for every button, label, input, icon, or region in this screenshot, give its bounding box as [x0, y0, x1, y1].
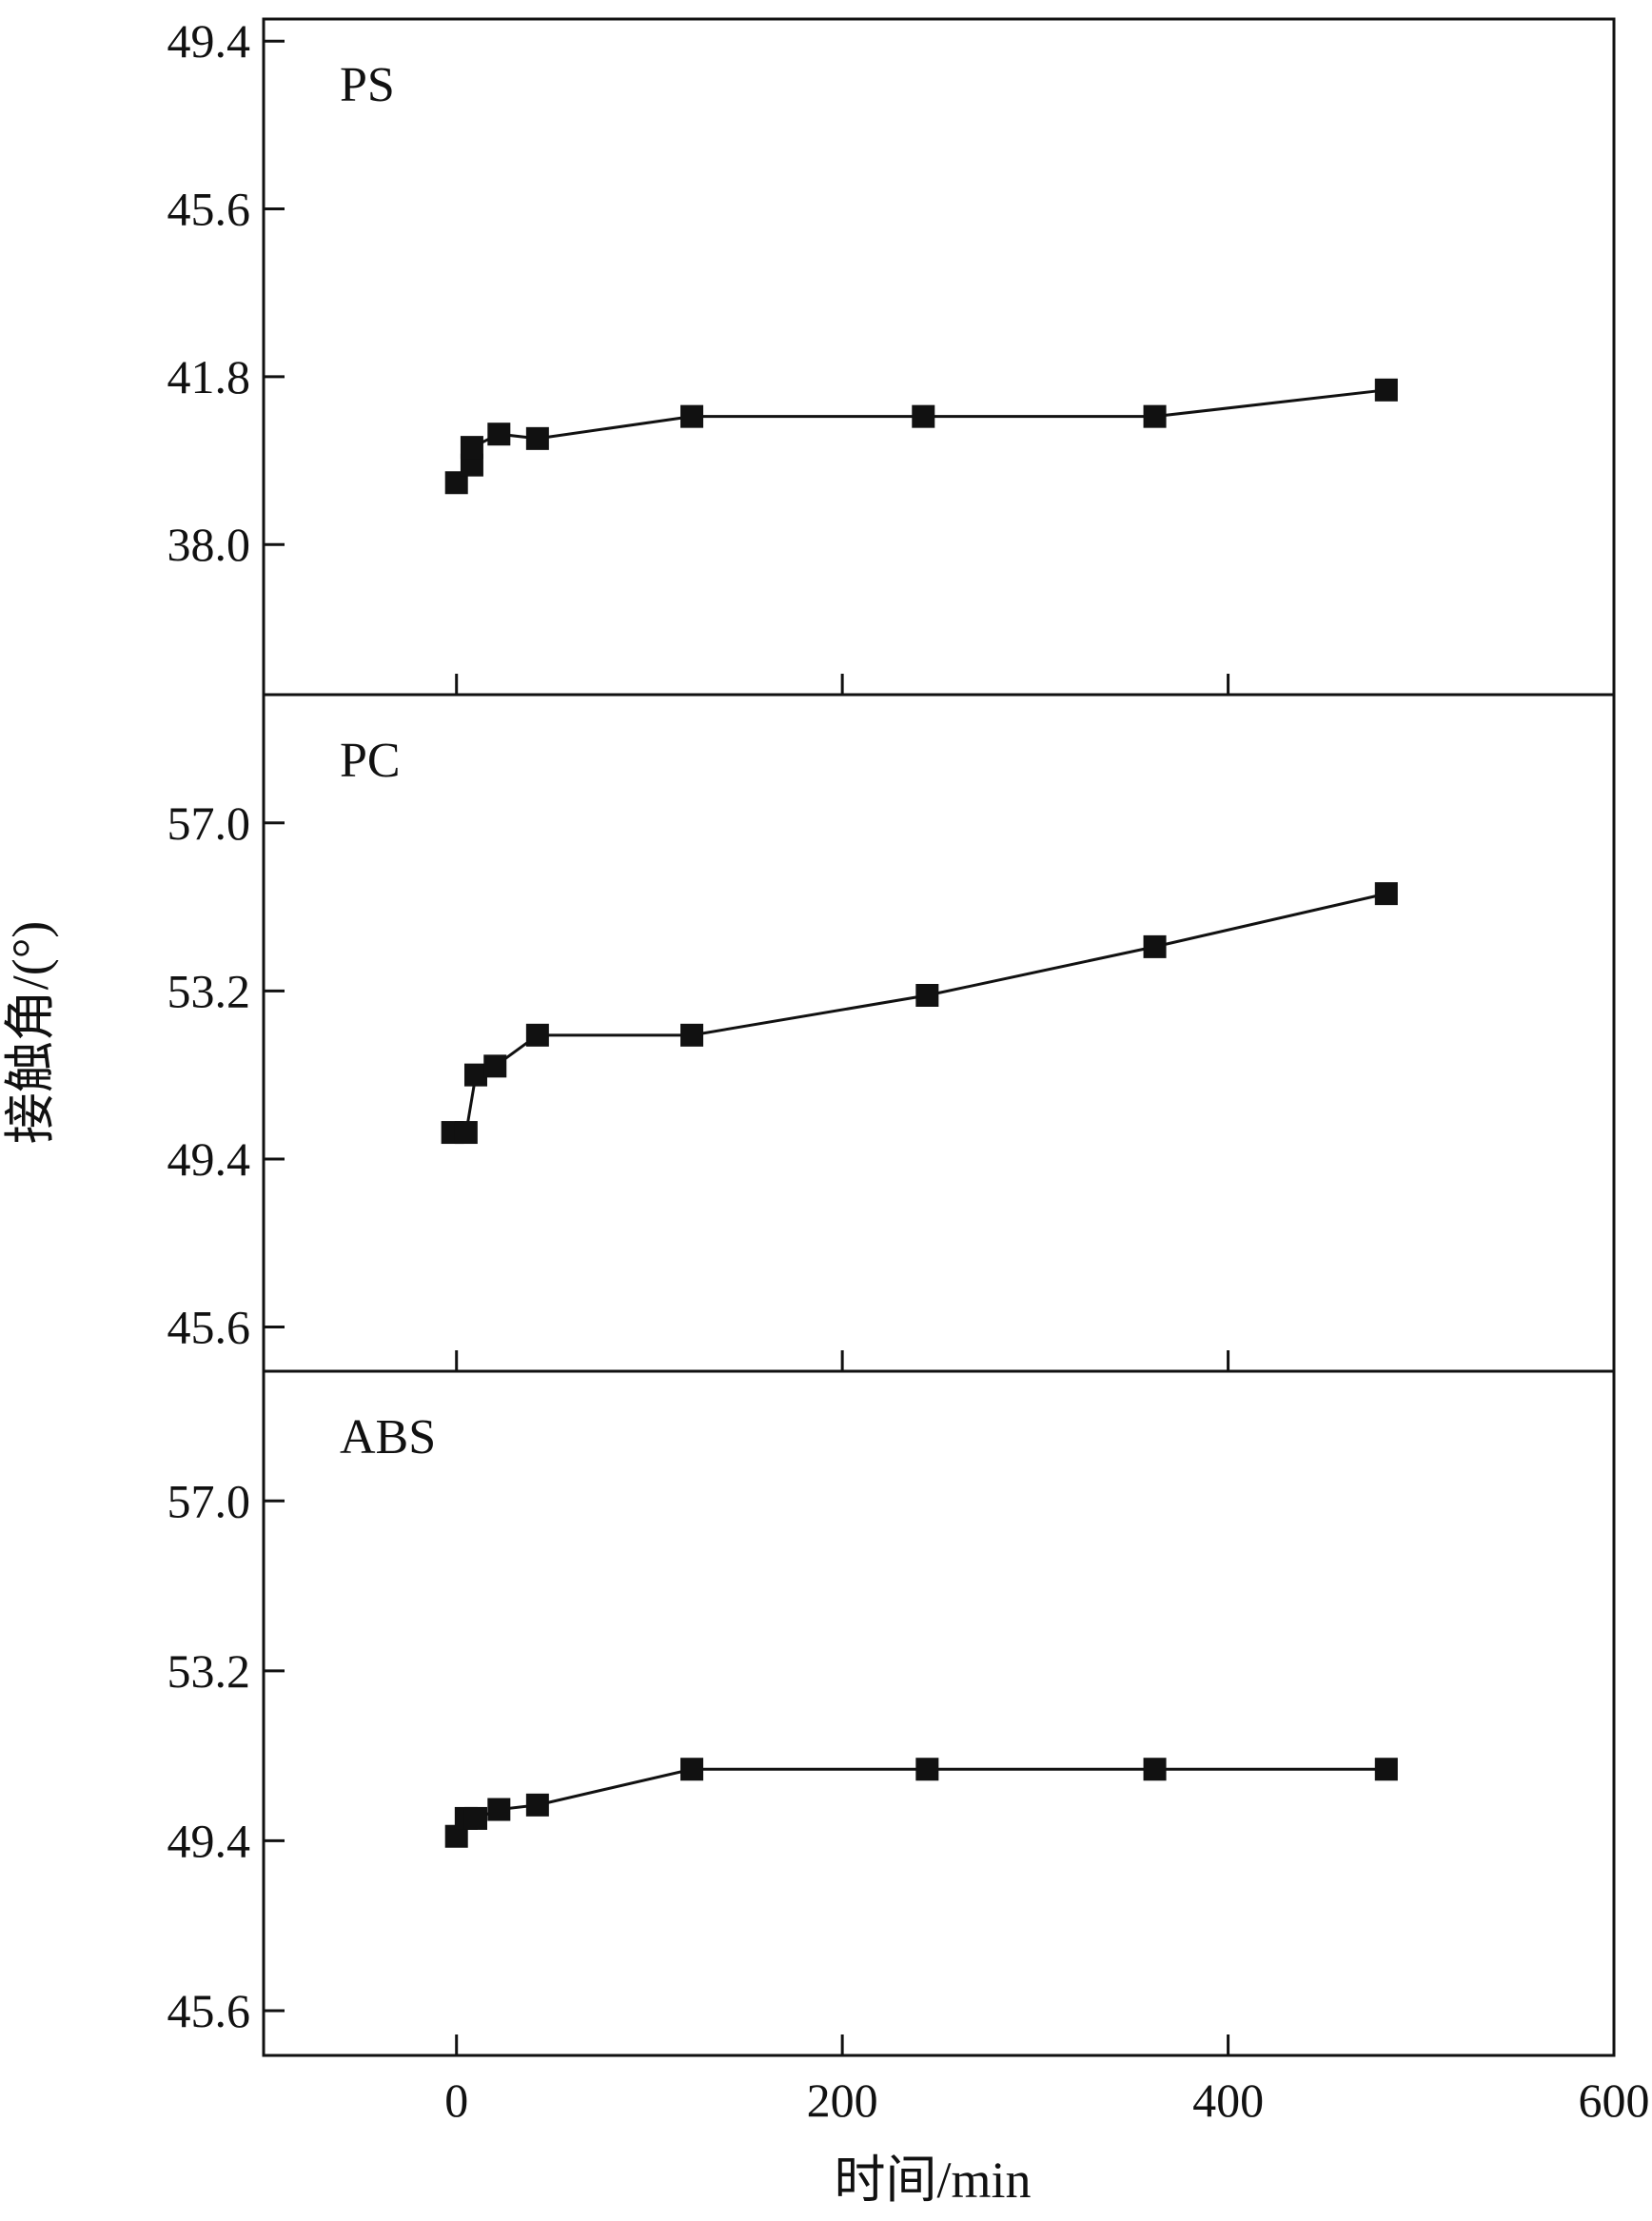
data-point-ps — [1143, 404, 1167, 428]
data-point-ps — [525, 426, 549, 450]
series-line-ps — [455, 388, 1386, 484]
y-tick-label-pc: 53.2 — [167, 964, 251, 1017]
y-axis-title: 接触角/(°) — [2, 921, 59, 1145]
data-point-pc — [1374, 882, 1398, 906]
data-point-abs — [680, 1758, 704, 1781]
plot-frame-abs — [262, 1369, 1616, 2057]
plot-frame-pc — [262, 693, 1616, 1373]
panel-label-ps: PS — [340, 58, 395, 112]
x-axis-title: 时间/min — [834, 2152, 1031, 2209]
panel-label-abs: ABS — [340, 1410, 436, 1464]
data-point-ps — [460, 436, 483, 460]
data-point-abs — [1374, 1758, 1398, 1781]
data-point-pc — [915, 984, 939, 1007]
y-tick-label-abs: 49.4 — [167, 1814, 251, 1867]
y-tick-label-pc: 45.6 — [167, 1301, 251, 1354]
y-tick-label-ps: 41.8 — [167, 350, 251, 403]
data-point-ps — [1374, 378, 1398, 402]
y-tick-label-ps: 38.0 — [167, 518, 251, 571]
y-tick-label-pc: 57.0 — [167, 796, 251, 850]
y-tick-label-abs: 57.0 — [167, 1474, 251, 1527]
y-tick-label-ps: 45.6 — [167, 183, 251, 236]
data-point-pc — [463, 1063, 487, 1087]
x-tick-label: 200 — [807, 2074, 878, 2127]
data-point-pc — [454, 1121, 478, 1145]
data-point-pc — [525, 1023, 549, 1047]
y-tick-label-ps: 49.4 — [167, 14, 251, 68]
data-point-ps — [680, 404, 704, 428]
y-tick-label-pc: 49.4 — [167, 1132, 251, 1186]
x-tick-label: 400 — [1192, 2074, 1264, 2127]
data-point-pc — [483, 1054, 507, 1078]
series-line-pc — [452, 892, 1387, 1134]
data-point-abs — [463, 1806, 487, 1830]
plot-frame-ps — [262, 17, 1616, 697]
data-point-ps — [912, 404, 935, 428]
data-point-abs — [915, 1758, 939, 1781]
y-tick-label-abs: 45.6 — [167, 1984, 251, 2037]
panel-label-pc: PC — [340, 734, 401, 788]
x-tick-label: 0 — [444, 2074, 468, 2127]
data-point-abs — [1143, 1758, 1167, 1781]
data-point-abs — [525, 1793, 549, 1817]
data-point-abs — [487, 1798, 511, 1821]
y-tick-label-abs: 53.2 — [167, 1644, 251, 1698]
data-point-ps — [444, 471, 468, 495]
x-tick-label: 600 — [1579, 2074, 1650, 2127]
data-point-ps — [487, 423, 511, 446]
data-point-pc — [680, 1023, 704, 1047]
data-point-pc — [1143, 934, 1167, 958]
